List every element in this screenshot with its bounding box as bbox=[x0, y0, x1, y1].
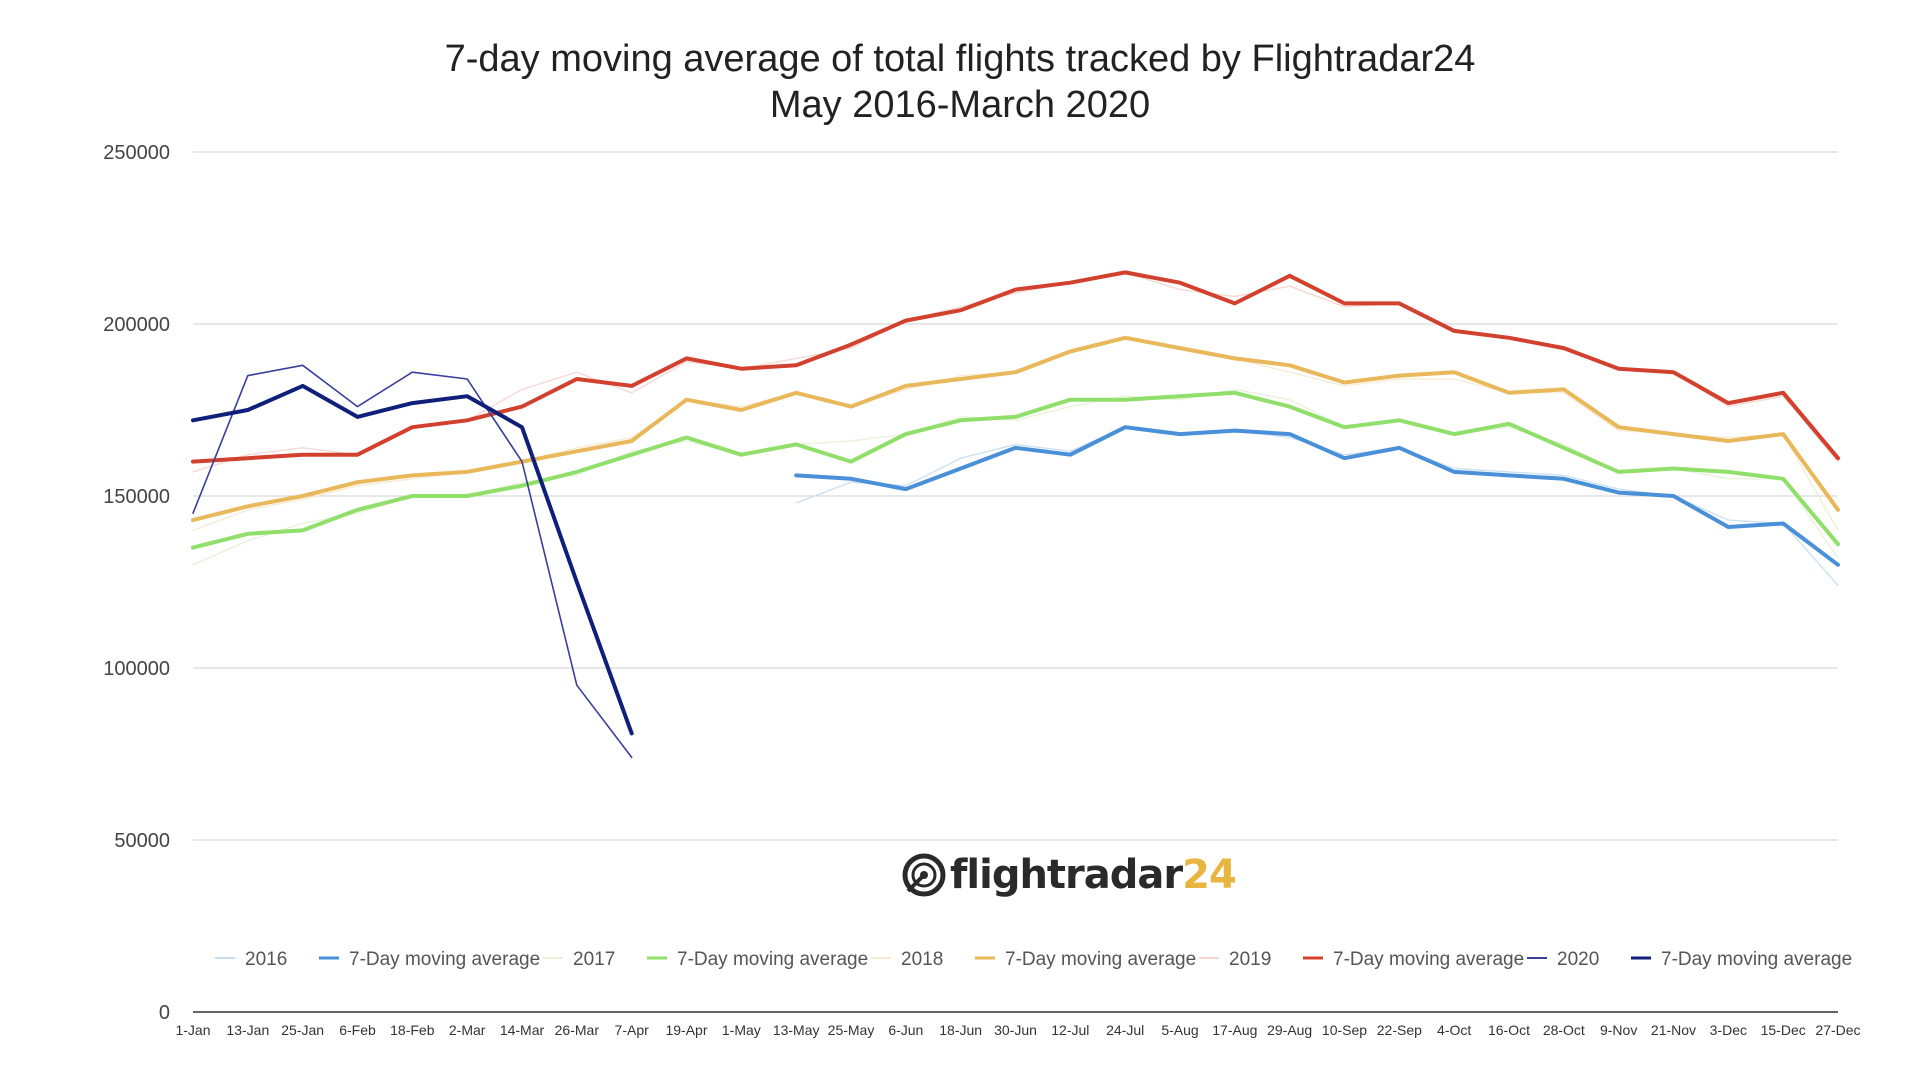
logo-text: flightradar24 bbox=[950, 852, 1237, 898]
chart-subtitle: May 2016-March 2020 bbox=[769, 84, 1151, 126]
x-tick-label: 13-Jan bbox=[226, 1022, 269, 1038]
flightradar24-logo: flightradar24 bbox=[902, 851, 1237, 899]
x-tick-label: 14-Mar bbox=[500, 1022, 545, 1038]
series-line bbox=[191, 270, 1840, 464]
legend-entry: 7-Day moving average bbox=[677, 949, 868, 970]
series-line bbox=[191, 390, 1840, 550]
x-tick-label: 1-May bbox=[722, 1022, 761, 1038]
y-tick-label: 50000 bbox=[114, 830, 170, 852]
series-line bbox=[192, 337, 1839, 532]
series-line bbox=[795, 426, 1839, 587]
legend-entry: 7-Day moving average bbox=[1661, 949, 1852, 970]
x-tick-label: 10-Sep bbox=[1322, 1022, 1367, 1038]
x-tick-label: 22-Sep bbox=[1377, 1022, 1422, 1038]
chart-title-block: 7-day moving average of total flights tr… bbox=[0, 36, 1920, 128]
series-line bbox=[191, 383, 634, 736]
x-tick-label: 26-Mar bbox=[555, 1022, 600, 1038]
legend-entry: 2016 bbox=[245, 949, 287, 970]
x-tick-label: 28-Oct bbox=[1543, 1022, 1585, 1038]
x-tick-label: 19-Apr bbox=[665, 1022, 707, 1038]
y-tick-label: 100000 bbox=[103, 658, 170, 680]
x-tick-label: 4-Oct bbox=[1437, 1022, 1471, 1038]
x-tick-label: 30-Jun bbox=[994, 1022, 1037, 1038]
x-tick-label: 13-May bbox=[773, 1022, 820, 1038]
x-tick-label: 21-Nov bbox=[1651, 1022, 1696, 1038]
x-tick-label: 27-Dec bbox=[1815, 1022, 1860, 1038]
x-tick-label: 7-Apr bbox=[615, 1022, 650, 1038]
y-tick-label: 200000 bbox=[103, 314, 170, 336]
legend-entry: 7-Day moving average bbox=[349, 949, 540, 970]
x-tick-label: 3-Dec bbox=[1710, 1022, 1747, 1038]
x-tick-label: 2-Mar bbox=[449, 1022, 486, 1038]
radar-icon bbox=[902, 853, 946, 897]
x-tick-label: 24-Jul bbox=[1106, 1022, 1144, 1038]
legend-entry: 2018 bbox=[901, 949, 943, 970]
x-tick-label: 6-Jun bbox=[888, 1022, 923, 1038]
x-tick-label: 17-Aug bbox=[1212, 1022, 1257, 1038]
y-tick-label: 250000 bbox=[103, 142, 170, 164]
x-tick-label: 29-Aug bbox=[1267, 1022, 1312, 1038]
x-tick-label: 6-Feb bbox=[339, 1022, 376, 1038]
x-tick-label: 15-Dec bbox=[1761, 1022, 1806, 1038]
series-line bbox=[191, 335, 1840, 523]
legend-entry: 2020 bbox=[1557, 949, 1599, 970]
legend-entry: 7-Day moving average bbox=[1333, 949, 1524, 970]
y-tick-label: 150000 bbox=[103, 486, 170, 508]
chart-title: 7-day moving average of total flights tr… bbox=[444, 38, 1476, 80]
series-line bbox=[192, 364, 633, 759]
x-tick-label: 1-Jan bbox=[175, 1022, 210, 1038]
x-tick-label: 25-Jan bbox=[281, 1022, 324, 1038]
legend-entry: 7-Day moving average bbox=[1005, 949, 1196, 970]
x-tick-label: 16-Oct bbox=[1488, 1022, 1530, 1038]
x-tick-label: 9-Nov bbox=[1600, 1022, 1637, 1038]
legend-entry: 2019 bbox=[1229, 949, 1271, 970]
x-tick-label: 18-Feb bbox=[390, 1022, 435, 1038]
x-tick-label: 18-Jun bbox=[939, 1022, 982, 1038]
x-tick-label: 12-Jul bbox=[1051, 1022, 1089, 1038]
x-tick-label: 5-Aug bbox=[1161, 1022, 1198, 1038]
y-tick-label: 0 bbox=[159, 1002, 170, 1024]
x-tick-label: 25-May bbox=[828, 1022, 875, 1038]
legend-entry: 2017 bbox=[573, 949, 615, 970]
series-line bbox=[794, 425, 1840, 567]
